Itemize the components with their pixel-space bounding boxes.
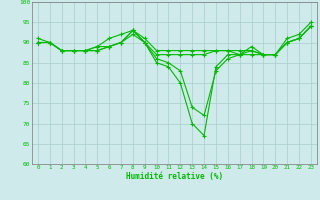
X-axis label: Humidité relative (%): Humidité relative (%) (126, 172, 223, 181)
